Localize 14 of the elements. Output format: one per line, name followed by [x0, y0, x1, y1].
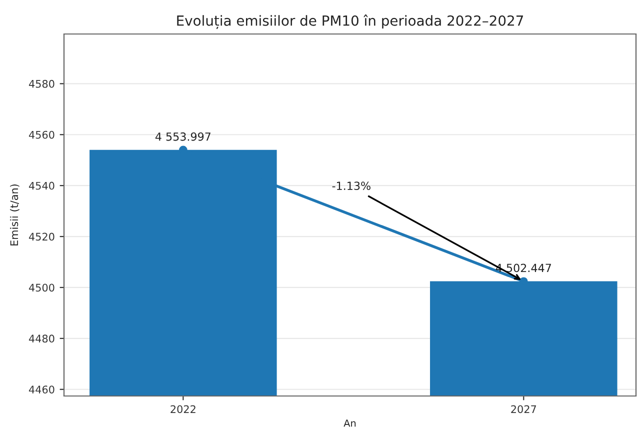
x-tick-label: 2022: [170, 405, 196, 414]
y-tick-label: 4540: [28, 182, 54, 190]
y-tick-label: 4520: [28, 232, 54, 241]
annotation: -1.13%: [332, 182, 370, 190]
y-tick-label: 4480: [28, 334, 54, 343]
data-label: 4 553.997: [155, 132, 210, 141]
y-tick-label: 4580: [28, 80, 54, 88]
y-tick-label: 4460: [28, 386, 54, 394]
chart-title: Evoluția emisiilor de PM10 în perioada 2022–2027: [177, 14, 523, 30]
x-axis-title: An: [344, 420, 356, 427]
x-tick-label: 2027: [511, 405, 536, 414]
y-tick-label: 4560: [28, 130, 54, 139]
y-axis-title: Emisii (t/an): [10, 184, 20, 246]
y-tick-label: 4500: [28, 284, 54, 292]
